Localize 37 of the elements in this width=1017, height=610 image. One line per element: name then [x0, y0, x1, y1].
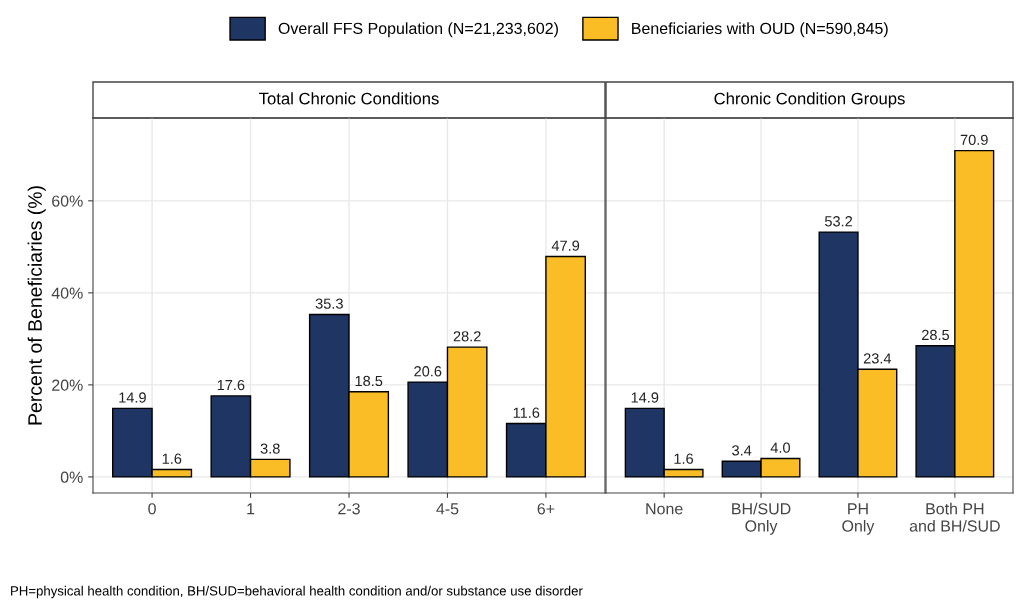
x-tick-label: 0	[148, 503, 156, 515]
data-label: 4.0	[770, 442, 790, 453]
x-tick-label: BH/SUD Only	[732, 502, 791, 535]
x-tick-label: Both PH and BH/SUD	[909, 502, 1000, 532]
data-label: 3.8	[260, 443, 280, 454]
data-label: 28.2	[453, 331, 481, 342]
data-label: 11.6	[513, 407, 540, 418]
data-label: 3.4	[732, 445, 752, 456]
x-tick-label: 6+	[537, 503, 555, 515]
data-label: 14.9	[119, 392, 146, 403]
data-label: 28.5	[922, 329, 950, 341]
data-label: 1.6	[162, 453, 182, 464]
text: PH=physical health condition, BH/SUD=behavioral health condition and/or substance use disorder	[11, 585, 583, 599]
x-tick-label: 4-5	[436, 503, 459, 515]
y-tick-label: 0%	[60, 471, 83, 483]
data-label: 70.9	[960, 134, 988, 146]
x-tick-label: 1	[247, 503, 255, 515]
chart-title: Total Chronic Conditions	[259, 92, 439, 105]
data-label: 47.9	[551, 240, 580, 251]
data-label: 17.6	[217, 379, 245, 391]
y-axis-title: Percent of Beneficiaries (%)	[27, 186, 46, 425]
y-tick-label: 60%	[52, 195, 83, 207]
x-tick-label: 2-3	[338, 503, 360, 515]
data-label: 14.9	[631, 392, 659, 403]
legend-label: Beneficiaries with OUD (N=590,845)	[632, 22, 888, 38]
data-label: 20.6	[414, 366, 442, 377]
data-label: 53.2	[824, 216, 853, 227]
x-tick-label: None	[646, 503, 683, 515]
data-label: 1.6	[674, 453, 694, 464]
y-tick-label: 20%	[52, 379, 83, 391]
legend-label: Overall FFS Population (N=21,233,602)	[278, 22, 558, 38]
data-label: 23.4	[863, 353, 892, 364]
chart-title: Chronic Condition Groups	[714, 92, 905, 108]
data-label: 35.3	[315, 298, 343, 309]
y-tick-label: 40%	[51, 287, 83, 299]
data-label: 18.5	[355, 375, 383, 387]
x-tick-label: PH Only	[842, 503, 875, 535]
